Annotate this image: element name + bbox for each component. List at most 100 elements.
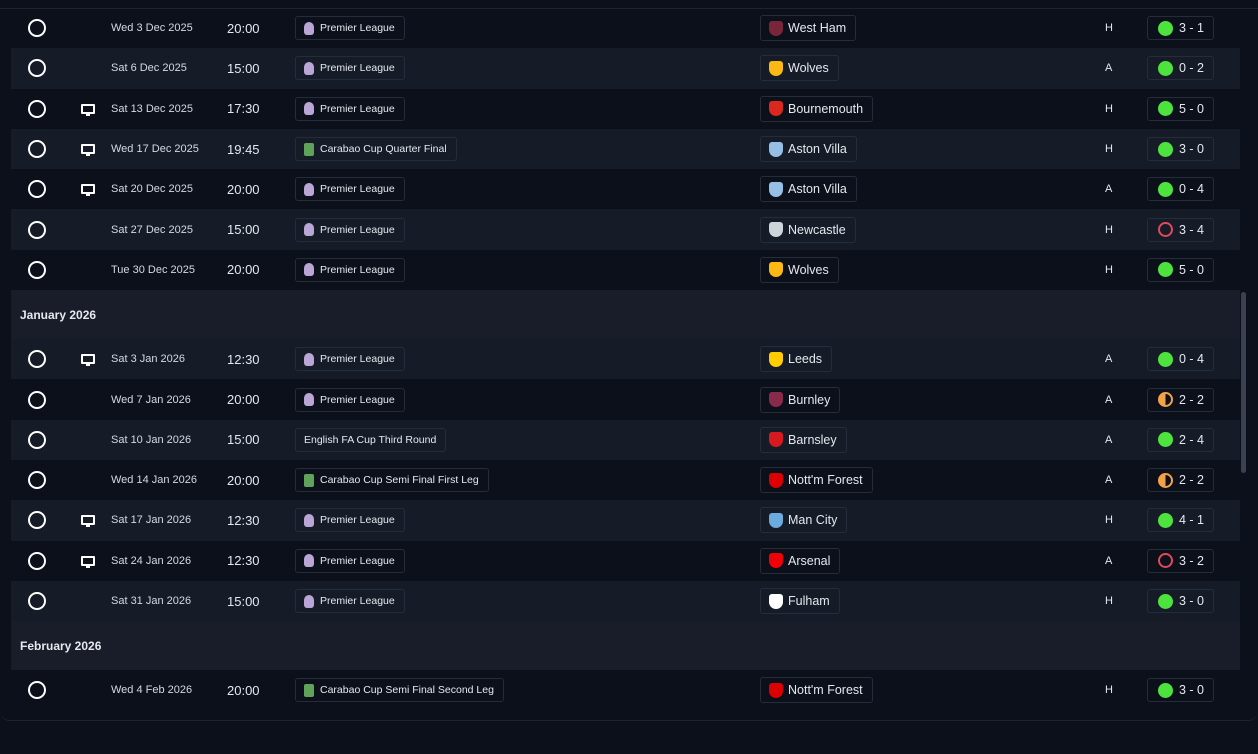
result-badge[interactable]: 3 - 1 bbox=[1147, 16, 1214, 41]
match-date: Sat 20 Dec 2025 bbox=[111, 183, 193, 196]
select-radio[interactable] bbox=[28, 260, 46, 279]
competition-badge[interactable]: Premier League bbox=[295, 16, 405, 41]
result-badge[interactable]: 4 - 1 bbox=[1147, 508, 1214, 533]
match-date: Sat 6 Dec 2025 bbox=[111, 62, 187, 75]
result-badge[interactable]: 3 - 0 bbox=[1147, 589, 1214, 613]
score: 3 - 0 bbox=[1179, 683, 1205, 698]
competition-badge[interactable]: Carabao Cup Semi Final Second Leg bbox=[295, 678, 504, 703]
fixture-row[interactable]: Wed 4 Feb 2026 20:00 Carabao Cup Semi Fi… bbox=[11, 670, 1240, 710]
month-header: February 2026 bbox=[11, 621, 1240, 671]
opponent-badge[interactable]: Aston Villa bbox=[760, 176, 857, 203]
score: 2 - 2 bbox=[1179, 473, 1205, 488]
fixture-row[interactable]: Sat 10 Jan 2026 15:00 English FA Cup Thi… bbox=[11, 419, 1240, 460]
opponent-badge[interactable]: Wolves bbox=[760, 55, 839, 82]
match-date: Wed 17 Dec 2025 bbox=[111, 143, 199, 156]
opponent-badge[interactable]: Barnsley bbox=[760, 426, 847, 453]
fixture-row[interactable]: Wed 7 Jan 2026 20:00 Premier League Burn… bbox=[11, 379, 1240, 419]
opponent-badge[interactable]: Fulham bbox=[760, 588, 840, 614]
select-radio[interactable] bbox=[28, 681, 46, 700]
select-radio[interactable] bbox=[28, 471, 46, 490]
competition-badge[interactable]: Premier League bbox=[295, 217, 405, 242]
fixture-row[interactable]: Sat 6 Dec 2025 15:00 Premier League Wolv… bbox=[11, 48, 1240, 89]
opponent-badge[interactable]: Aston Villa bbox=[760, 136, 857, 163]
select-radio[interactable] bbox=[28, 99, 46, 118]
opponent-badge[interactable]: West Ham bbox=[760, 15, 857, 42]
competition-badge[interactable]: Premier League bbox=[295, 257, 405, 282]
result-badge[interactable]: 2 - 2 bbox=[1147, 387, 1214, 412]
competition-badge[interactable]: Carabao Cup Semi Final First Leg bbox=[295, 468, 489, 493]
select-radio[interactable] bbox=[28, 430, 46, 449]
premier-league-icon bbox=[304, 594, 314, 608]
opponent-name: Man City bbox=[788, 513, 838, 528]
select-radio[interactable] bbox=[28, 350, 46, 369]
result-badge[interactable]: 0 - 4 bbox=[1147, 347, 1214, 372]
fixture-row[interactable]: Wed 17 Dec 2025 19:45 Carabao Cup Quarte… bbox=[11, 128, 1240, 170]
result-badge[interactable]: 2 - 2 bbox=[1147, 468, 1214, 493]
fixture-row[interactable]: Sat 17 Jan 2026 12:30 Premier League Man… bbox=[11, 500, 1240, 541]
opponent-badge[interactable]: Burnley bbox=[760, 386, 841, 413]
opponent-badge[interactable]: Leeds bbox=[760, 346, 833, 373]
win-icon bbox=[1158, 262, 1173, 278]
select-radio[interactable] bbox=[28, 180, 46, 199]
opponent-name: Aston Villa bbox=[788, 142, 847, 157]
score: 3 - 1 bbox=[1179, 21, 1205, 36]
select-radio[interactable] bbox=[28, 140, 46, 159]
fixture-row[interactable]: Sat 20 Dec 2025 20:00 Premier League Ast… bbox=[11, 169, 1240, 209]
opponent-badge[interactable]: Newcastle bbox=[760, 216, 856, 243]
competition-badge[interactable]: Premier League bbox=[295, 387, 405, 412]
fixture-row[interactable]: Sat 27 Dec 2025 15:00 Premier League New… bbox=[11, 209, 1240, 250]
competition-badge[interactable]: Premier League bbox=[295, 56, 405, 81]
fixture-row[interactable]: Sat 24 Jan 2026 12:30 Premier League Ars… bbox=[11, 541, 1240, 581]
result-badge[interactable]: 3 - 0 bbox=[1147, 137, 1214, 162]
kickoff-time: 20:00 bbox=[227, 262, 260, 278]
venue: H bbox=[1105, 684, 1113, 697]
competition-badge[interactable]: Premier League bbox=[295, 508, 405, 533]
scrollbar[interactable] bbox=[1241, 292, 1246, 473]
opponent-badge[interactable]: Nott'm Forest bbox=[760, 677, 873, 704]
result-badge[interactable]: 0 - 2 bbox=[1147, 56, 1214, 81]
fixture-row[interactable]: Sat 31 Jan 2026 15:00 Premier League Ful… bbox=[11, 580, 1240, 622]
result-badge[interactable]: 3 - 4 bbox=[1147, 217, 1214, 242]
opponent-badge[interactable]: Man City bbox=[760, 507, 848, 534]
competition-badge[interactable]: Premier League bbox=[295, 589, 405, 613]
competition-name: Premier League bbox=[320, 223, 395, 236]
fixture-row[interactable]: Sat 3 Jan 2026 12:30 Premier League Leed… bbox=[11, 339, 1240, 380]
result-badge[interactable]: 3 - 0 bbox=[1147, 678, 1214, 703]
result-badge[interactable]: 2 - 4 bbox=[1147, 427, 1214, 452]
opponent-badge[interactable]: Nott'm Forest bbox=[760, 467, 873, 494]
competition-name: Premier League bbox=[320, 393, 395, 406]
score: 0 - 4 bbox=[1179, 182, 1205, 197]
match-date: Sat 10 Jan 2026 bbox=[111, 433, 192, 446]
premier-league-icon bbox=[304, 102, 314, 116]
select-radio[interactable] bbox=[28, 592, 46, 610]
select-radio[interactable] bbox=[28, 19, 46, 38]
result-badge[interactable]: 3 - 2 bbox=[1147, 548, 1214, 573]
opponent-badge[interactable]: Arsenal bbox=[760, 547, 841, 574]
select-radio[interactable] bbox=[28, 551, 46, 570]
carabao-cup-icon bbox=[304, 142, 314, 156]
competition-badge[interactable]: Premier League bbox=[295, 177, 405, 202]
result-badge[interactable]: 0 - 4 bbox=[1147, 177, 1214, 202]
fixture-row[interactable]: Wed 3 Dec 2025 20:00 Premier League West… bbox=[11, 8, 1240, 48]
competition-name: Premier League bbox=[320, 595, 395, 607]
fixture-row[interactable]: Wed 14 Jan 2026 20:00 Carabao Cup Semi F… bbox=[11, 460, 1240, 500]
select-radio[interactable] bbox=[28, 511, 46, 530]
competition-badge[interactable]: Carabao Cup Quarter Final bbox=[295, 137, 457, 162]
competition-badge[interactable]: Premier League bbox=[295, 96, 405, 121]
competition-badge[interactable]: Premier League bbox=[295, 548, 405, 573]
fixture-row[interactable]: Sat 13 Dec 2025 17:30 Premier League Bou… bbox=[11, 89, 1240, 129]
opponent-badge[interactable]: Wolves bbox=[760, 256, 839, 283]
competition-badge[interactable]: Premier League bbox=[295, 347, 405, 372]
select-radio[interactable] bbox=[28, 390, 46, 409]
win-icon bbox=[1158, 20, 1173, 36]
fixture-row[interactable]: Tue 30 Dec 2025 20:00 Premier League Wol… bbox=[11, 250, 1240, 290]
competition-name: Carabao Cup Quarter Final bbox=[320, 143, 447, 156]
result-badge[interactable]: 5 - 0 bbox=[1147, 96, 1214, 121]
result-badge[interactable]: 5 - 0 bbox=[1147, 257, 1214, 282]
premier-league-icon bbox=[304, 513, 314, 527]
club-crest-icon bbox=[769, 60, 783, 76]
select-radio[interactable] bbox=[28, 220, 46, 239]
select-radio[interactable] bbox=[28, 59, 46, 78]
opponent-badge[interactable]: Bournemouth bbox=[760, 95, 874, 122]
competition-badge[interactable]: English FA Cup Third Round bbox=[295, 427, 447, 452]
